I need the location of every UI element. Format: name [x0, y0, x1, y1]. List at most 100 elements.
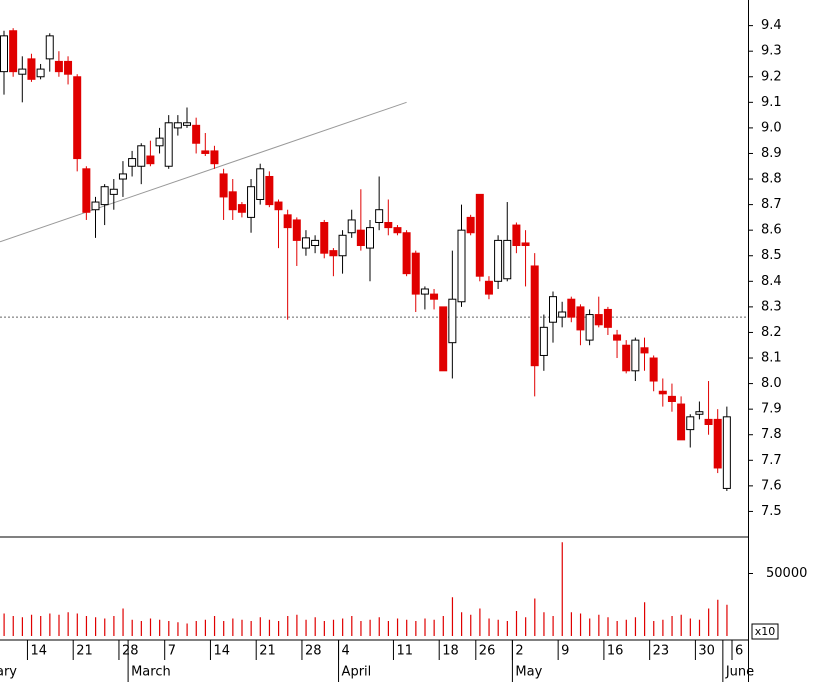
volume-bar — [708, 608, 710, 636]
volume-bar — [625, 619, 627, 636]
volume-bar — [497, 619, 499, 636]
candle-body — [320, 222, 329, 254]
candle-body — [722, 416, 731, 489]
candle-body — [201, 150, 210, 154]
candle-body — [283, 214, 292, 229]
volume-bar — [653, 621, 655, 636]
month-label: May — [515, 665, 542, 680]
volume-bar — [470, 614, 472, 636]
y-tick-label: 8.6 — [761, 223, 782, 238]
volume-bar — [634, 617, 637, 636]
volume-bar — [305, 619, 307, 636]
volume-bar — [396, 618, 399, 636]
volume-bar — [259, 617, 261, 636]
candle-body — [594, 314, 603, 326]
volume-bar — [644, 602, 646, 636]
candle-body — [366, 227, 374, 249]
y-tick-label: 7.8 — [761, 427, 782, 442]
candle-body — [173, 122, 182, 129]
volume-bar — [717, 599, 719, 636]
candle-body — [667, 395, 676, 402]
x-tick-label: 9 — [561, 644, 569, 659]
volume-bar — [113, 616, 115, 636]
volume-bar — [342, 618, 344, 636]
volume-bar — [415, 621, 417, 636]
y-tick-label: 8.9 — [761, 146, 782, 161]
candle-body — [512, 224, 521, 247]
candle-body — [576, 306, 585, 331]
candle-body — [311, 239, 320, 247]
volume-bar — [406, 619, 408, 636]
candle-body — [603, 308, 612, 328]
candle-body — [457, 229, 466, 303]
candle-body — [183, 122, 191, 126]
volume-bar — [204, 619, 206, 636]
volume-bar — [122, 608, 124, 636]
candle-body — [45, 35, 54, 60]
candle-body — [155, 137, 164, 147]
candle-body — [301, 237, 310, 249]
x-tick-label: 11 — [396, 644, 413, 659]
volume-bar — [424, 618, 426, 636]
candle-body — [539, 326, 548, 356]
candle-body — [448, 298, 457, 344]
volume-bar — [76, 613, 78, 636]
volume-bar — [314, 617, 316, 636]
trendline — [0, 101, 407, 243]
x-tick-label: 28 — [122, 644, 139, 659]
volume-bar — [49, 613, 51, 636]
candle-body — [164, 122, 173, 167]
x-tick-label: 4 — [342, 644, 350, 659]
candle-body — [237, 204, 246, 213]
volume-bar — [95, 617, 97, 636]
volume-bar — [40, 616, 42, 636]
volume-bar — [570, 612, 572, 636]
volume-bar — [332, 619, 335, 636]
month-label: June — [725, 665, 754, 680]
volume-bar — [589, 618, 591, 636]
y-tick-label: 9.1 — [761, 95, 782, 110]
candle-body — [27, 58, 36, 80]
candle-body — [54, 60, 63, 73]
candle-body — [36, 68, 45, 78]
volume-bar — [680, 614, 682, 636]
x-tick-label: 14 — [213, 644, 230, 659]
x-tick-label: 2 — [515, 644, 523, 659]
month-label: ary — [0, 665, 17, 680]
volume-bar — [149, 618, 152, 636]
volume-bar — [461, 612, 463, 636]
volume-bar — [607, 617, 609, 636]
candle-body — [384, 222, 393, 229]
candle-body — [18, 68, 27, 75]
volume-bar — [177, 622, 179, 636]
volume-bar — [442, 616, 444, 636]
y-tick-label: 9.4 — [761, 18, 782, 33]
candle-body — [274, 201, 283, 211]
volume-bar — [598, 614, 600, 636]
candle-body — [640, 347, 649, 354]
candle-body — [521, 242, 530, 247]
volume-bar — [232, 618, 234, 636]
candle-body — [292, 219, 301, 241]
volume-bar — [671, 616, 673, 636]
x-tick-label: 16 — [607, 644, 624, 659]
volume-bar — [159, 619, 161, 636]
candle-body — [64, 60, 73, 75]
candle-body — [137, 145, 146, 167]
candle-body — [530, 265, 539, 367]
x-tick-label: 21 — [259, 644, 276, 659]
volume-bar — [296, 614, 298, 636]
candle-body — [82, 168, 91, 213]
y-tick-label: 8.4 — [761, 274, 782, 289]
volume-bar — [140, 621, 142, 636]
volume-bar — [223, 621, 225, 636]
volume-bar — [85, 616, 88, 636]
candle-body — [686, 416, 695, 431]
volume-bar — [186, 623, 188, 636]
volume-bar — [21, 617, 23, 636]
candle-body — [9, 30, 18, 73]
volume-bar — [451, 597, 454, 636]
volume-bar — [433, 619, 435, 636]
